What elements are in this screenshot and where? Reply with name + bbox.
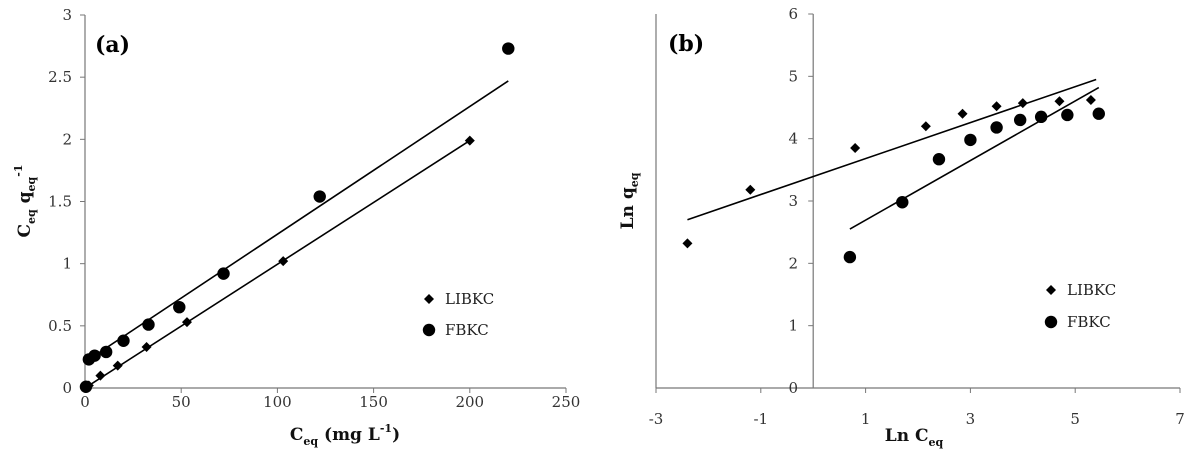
x-tick-label: 5 xyxy=(1070,410,1080,428)
fit-line-fbkc xyxy=(88,80,509,361)
y-tick-label: 6 xyxy=(788,5,798,23)
series-fbkc xyxy=(79,42,515,393)
data-point-fbkc xyxy=(502,42,515,55)
y-axis-label-part: Ln q xyxy=(618,187,638,229)
y-tick-label: 3 xyxy=(62,6,72,24)
legend-marker-libkc xyxy=(424,294,434,304)
x-axis-label-part: -1 xyxy=(380,422,392,435)
x-tick-label: 200 xyxy=(455,393,484,411)
x-axis-label: Ln Ceq xyxy=(885,426,944,449)
data-point-libkc xyxy=(850,143,861,154)
y-tick-label: 3 xyxy=(788,192,798,210)
data-point-fbkc xyxy=(964,133,977,147)
data-point-fbkc xyxy=(173,300,186,314)
y-axis-label: Ceq qeq-1 xyxy=(12,165,38,238)
x-tick-label: 1 xyxy=(861,410,871,428)
data-point-libkc xyxy=(95,370,106,381)
data-point-fbkc xyxy=(117,334,130,347)
series-libkc xyxy=(682,78,1097,249)
series-libkc xyxy=(83,135,475,391)
panel-label: (b) xyxy=(668,31,704,57)
y-tick-label: 0.5 xyxy=(48,317,72,335)
legend-label-fbkc: FBKC xyxy=(445,321,489,339)
x-tick-label: 150 xyxy=(359,393,388,411)
x-axis-label-part: C xyxy=(290,425,304,445)
y-tick-label: 1.5 xyxy=(48,193,72,211)
data-point-fbkc xyxy=(313,190,326,203)
legend-label-libkc: LIBKC xyxy=(445,290,494,308)
data-point-fbkc xyxy=(1092,107,1105,120)
x-tick-label: 250 xyxy=(552,393,581,411)
y-axis-label-part: eq xyxy=(25,176,38,191)
x-axis-label-part: Ln C xyxy=(885,426,929,446)
x-tick-label: -3 xyxy=(649,410,664,428)
y-axis-label-part: eq xyxy=(25,209,38,224)
x-tick-label: 3 xyxy=(966,410,976,428)
data-point-libkc xyxy=(278,256,289,267)
y-tick-label: 2 xyxy=(62,130,72,148)
x-axis-label-part: ) xyxy=(392,425,400,445)
data-point-fbkc xyxy=(843,250,857,264)
y-tick-label: 2.5 xyxy=(48,68,72,86)
data-point-libkc xyxy=(991,101,1002,112)
fit-line-fbkc xyxy=(849,86,1100,230)
chart-panel-a: 00.511.522.530 50 100 150 200 250(a)Ceq qeq-1… xyxy=(12,6,580,448)
x-tick-label: 0 xyxy=(80,393,90,411)
data-point-fbkc xyxy=(1034,110,1048,124)
data-point-libkc xyxy=(181,317,192,328)
data-point-fbkc xyxy=(990,121,1003,134)
x-axis-label: Ceq (mg L-1) xyxy=(290,422,400,448)
x-tick-label: 100 xyxy=(263,393,292,411)
x-tick-label: -1 xyxy=(753,410,768,428)
data-point-fbkc xyxy=(88,349,101,362)
x-axis-label-part: eq xyxy=(303,435,318,448)
data-point-fbkc xyxy=(217,267,230,280)
y-axis-label: Ln qeq xyxy=(618,172,641,229)
data-point-libkc xyxy=(464,135,475,146)
legend-marker-libkc xyxy=(1046,285,1056,295)
x-tick-label: 50 xyxy=(172,393,191,411)
series-fbkc xyxy=(843,86,1105,264)
legend-label-libkc: LIBKC xyxy=(1067,281,1116,299)
y-axis-label-part: eq xyxy=(628,172,641,187)
y-tick-label: 1 xyxy=(788,317,798,335)
data-point-fbkc xyxy=(99,345,113,359)
y-axis-label-part: -1 xyxy=(12,165,25,177)
y-tick-label: 4 xyxy=(788,130,798,148)
fit-line-libkc xyxy=(687,78,1097,221)
data-point-fbkc xyxy=(932,153,946,166)
data-point-libkc xyxy=(1085,95,1096,106)
data-point-fbkc xyxy=(142,318,155,331)
data-point-libkc xyxy=(141,341,152,352)
legend-marker-fbkc xyxy=(422,323,436,337)
data-point-libkc xyxy=(920,121,931,132)
data-point-fbkc xyxy=(1061,108,1074,122)
data-point-fbkc xyxy=(1013,113,1027,127)
data-point-libkc xyxy=(745,184,756,195)
data-point-libkc xyxy=(957,108,968,119)
y-tick-label: 0 xyxy=(62,379,72,397)
legend-marker-fbkc xyxy=(1044,315,1058,329)
x-tick-label: 7 xyxy=(1175,410,1185,428)
data-point-libkc xyxy=(1017,98,1028,109)
y-tick-label: 5 xyxy=(788,67,798,85)
data-point-fbkc xyxy=(79,380,93,393)
data-point-libkc xyxy=(112,360,123,371)
y-tick-label: 1 xyxy=(62,255,72,273)
y-tick-label: 0 xyxy=(788,379,798,397)
y-axis-label-part: C xyxy=(15,224,35,238)
y-axis-label-part: q xyxy=(15,191,35,209)
panel-label: (a) xyxy=(95,32,130,58)
x-axis-label-part: eq xyxy=(929,436,944,449)
data-point-fbkc xyxy=(896,196,909,209)
y-tick-label: 2 xyxy=(788,254,798,272)
data-point-libkc xyxy=(1054,96,1065,107)
data-point-libkc xyxy=(682,238,693,249)
legend-label-fbkc: FBKC xyxy=(1067,313,1111,331)
x-axis-label-part: (mg L xyxy=(318,425,380,445)
